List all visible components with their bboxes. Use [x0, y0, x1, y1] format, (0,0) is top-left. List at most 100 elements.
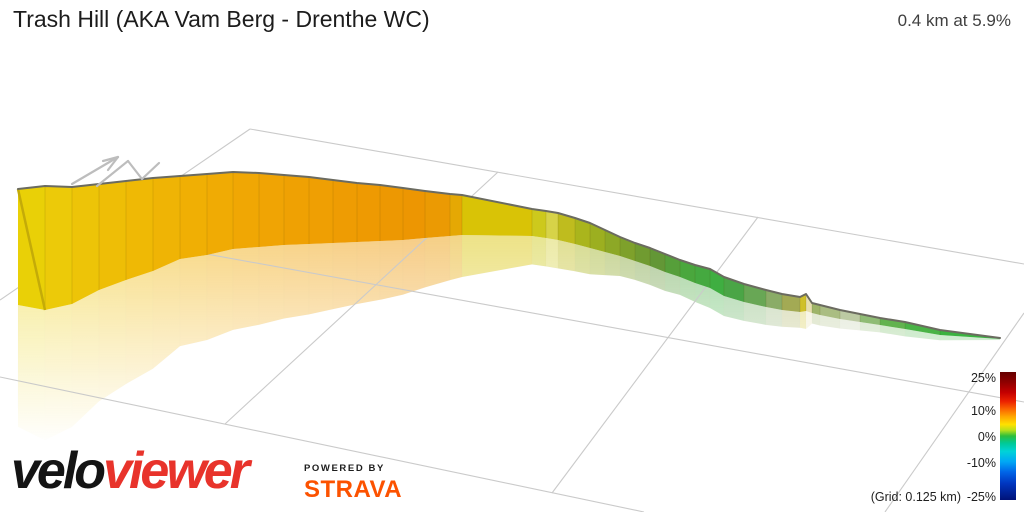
strava-attribution[interactable]: POWERED BY STRAVA — [304, 463, 402, 504]
veloviewer-logo[interactable]: veloviewer — [11, 442, 250, 500]
profile-segment — [380, 185, 403, 241]
logo-velo-text: velo — [11, 442, 106, 500]
profile-segment — [620, 237, 635, 261]
profile-reflection-segment — [233, 247, 259, 330]
profile-reflection-segment — [450, 235, 462, 281]
profile-segment — [605, 230, 620, 256]
profile-reflection-segment — [860, 322, 880, 333]
profile-reflection-segment — [403, 238, 425, 295]
profile-segment — [650, 248, 665, 272]
profile-segment — [462, 195, 532, 236]
profile-reflection-segment — [940, 335, 1000, 341]
direction-arrow-stroke — [95, 159, 130, 188]
profile-segment — [259, 173, 284, 247]
profile-segment — [425, 191, 450, 238]
profile-reflection-segment — [806, 311, 812, 329]
elevation-ribbon — [16, 172, 1000, 339]
profile-reflection-segment — [462, 235, 532, 277]
profile-reflection-segment — [605, 252, 620, 276]
profile-segment — [450, 194, 462, 236]
profile-reflection-segment — [180, 255, 207, 347]
profile-reflection-segment — [840, 319, 860, 331]
profile-reflection-segment — [650, 266, 665, 291]
profile-reflection-segment — [812, 313, 820, 326]
profile-segment — [800, 294, 806, 312]
profile-reflection-segment — [710, 288, 724, 316]
profile-segment — [153, 176, 180, 271]
profile-reflection-segment — [284, 244, 309, 319]
profile-reflection-segment — [665, 272, 680, 295]
logo-viewer-text: viewer — [103, 442, 250, 500]
colorbar-tick-label: 25% — [970, 371, 996, 385]
profile-reflection-segment — [99, 280, 126, 402]
profile-segment — [806, 294, 812, 313]
direction-arrow-stroke — [126, 159, 144, 181]
profile-reflection-segment — [820, 315, 840, 329]
grid-scale-note: (Grid: 0.125 km) — [870, 490, 961, 504]
profile-reflection-segment — [18, 305, 45, 441]
profile-segment — [532, 209, 546, 238]
profile-reflection-segment — [333, 242, 357, 310]
profile-segment — [695, 265, 710, 288]
profile-segment — [309, 177, 333, 244]
profile-segment — [72, 184, 99, 304]
direction-arrow-icon — [70, 155, 161, 188]
profile-reflection-segment — [153, 259, 180, 369]
colorbar-tick-label: 0% — [977, 430, 996, 444]
direction-arrow-stroke — [101, 155, 120, 163]
climb-summary: 0.4 km at 5.9% — [897, 11, 1011, 30]
profile-reflection-segment — [724, 296, 744, 321]
profile-reflection-segment — [744, 302, 766, 325]
profile-reflection-segment — [207, 249, 233, 341]
profile-segment — [99, 181, 126, 290]
profile-segment — [403, 188, 425, 240]
grid-line — [0, 376, 645, 512]
profile-reflection-segment — [766, 307, 782, 327]
grid-line — [249, 128, 1024, 265]
gradient-colorbar — [1000, 372, 1016, 500]
profile-segment — [546, 211, 558, 240]
profile-reflection-segment — [880, 325, 905, 337]
grid-line — [884, 312, 1024, 512]
profile-segment — [207, 172, 233, 255]
profile-segment — [45, 186, 72, 310]
page-title: Trash Hill (AKA Vam Berg - Drenthe WC) — [13, 6, 430, 32]
profile-reflection-segment — [905, 329, 940, 341]
profile-reflection-segment — [259, 245, 284, 325]
profile-reflection-segment — [800, 311, 806, 329]
profile-reflection-segment — [635, 261, 650, 285]
profile-segment — [812, 303, 820, 315]
profile-segment — [575, 218, 590, 248]
profile-segment — [820, 305, 840, 319]
profile-reflection-segment — [532, 236, 546, 267]
profile-reflection-segment — [309, 243, 333, 315]
profile-segment — [665, 254, 680, 277]
grid-line — [551, 216, 759, 494]
profile-segment — [590, 223, 605, 252]
profile-reflection-segment — [782, 310, 800, 328]
colorbar-tick-label: 10% — [970, 404, 996, 418]
profile-reflection-segment — [45, 304, 72, 441]
profile-reflection-segment — [590, 248, 605, 276]
profile-reflection-segment — [126, 271, 153, 384]
profile-segment — [744, 284, 766, 307]
profile-segment — [357, 183, 380, 242]
profile-reflection-segment — [575, 244, 590, 275]
profile-segment — [766, 290, 782, 310]
powered-by-label: POWERED BY — [304, 463, 385, 474]
direction-arrow-stroke — [140, 161, 161, 181]
profile-segment — [180, 174, 207, 259]
profile-reflection — [18, 235, 1000, 441]
profile-reflection-segment — [357, 241, 380, 304]
profile-segment — [635, 243, 650, 266]
grid-line — [117, 237, 1024, 403]
strava-logo: STRAVA — [304, 476, 403, 503]
profile-segment — [558, 213, 575, 244]
ridge-line — [17, 171, 1001, 339]
profile-segment — [860, 314, 880, 325]
profile-reflection-segment — [546, 238, 558, 269]
profile-reflection-segment — [680, 277, 695, 302]
profile-segment — [126, 178, 153, 280]
